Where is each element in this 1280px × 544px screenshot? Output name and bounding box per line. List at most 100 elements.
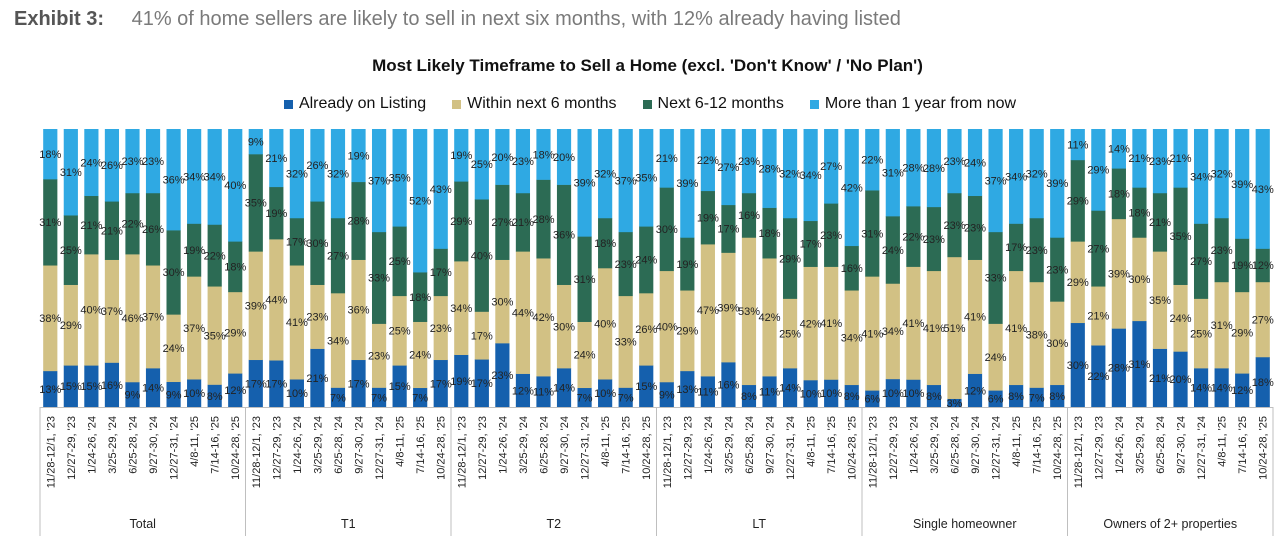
bar-segment-single-homeowner-1-next-6-12m xyxy=(865,190,880,277)
bar-segment-single-homeowner-3-over-1yr xyxy=(906,129,921,207)
data-label: 21% xyxy=(1087,311,1109,323)
data-label: 28% xyxy=(759,163,781,175)
data-label: 14% xyxy=(779,383,801,395)
data-label: 35% xyxy=(1149,295,1171,307)
bar-segment-single-homeowner-1-within-6m xyxy=(865,276,880,391)
bar-segment-lt-2-next-6-12m xyxy=(680,237,695,291)
data-label: 15% xyxy=(635,381,657,393)
x-tick-label: 10/24-28, '25 xyxy=(641,416,653,480)
data-label: 23% xyxy=(368,351,390,363)
data-label: 40% xyxy=(656,321,678,333)
bar-segment-single-homeowner-5-over-1yr xyxy=(947,129,962,194)
data-label: 22% xyxy=(1087,371,1109,383)
bar-segment-single-homeowner-9-next-6-12m xyxy=(1029,217,1044,283)
bar-segment-t1-2-listing xyxy=(269,360,284,408)
x-tick-label: 3/25-29, '24 xyxy=(1134,416,1146,474)
data-label: 10% xyxy=(183,388,205,400)
bar-segment-owners-of-2-properties-3-over-1yr xyxy=(1111,129,1126,169)
bar-segment-t1-8-over-1yr xyxy=(392,129,407,227)
data-label: 12% xyxy=(1252,260,1274,272)
data-label: 19% xyxy=(265,208,287,220)
x-tick-label: 12/27-29, '23 xyxy=(477,416,489,480)
bar-segment-t1-3-within-6m xyxy=(289,265,304,380)
data-label: 30% xyxy=(491,296,513,308)
bar-segment-owners-of-2-properties-2-within-6m xyxy=(1091,286,1106,346)
bar-segment-t1-5-listing xyxy=(330,387,346,408)
data-label: 17% xyxy=(348,378,370,390)
data-label: 41% xyxy=(1005,323,1027,335)
legend-swatch xyxy=(452,99,462,109)
legend-item-already-on-listing: Already on Listing xyxy=(283,95,426,113)
bar-segment-t1-1-within-6m xyxy=(248,251,263,361)
bar-segment-total-8-over-1yr xyxy=(187,129,202,224)
data-label: 26% xyxy=(142,224,164,236)
bar-segment-total-4-next-6-12m xyxy=(104,201,120,260)
data-label: 53% xyxy=(738,306,760,318)
bar-segment-single-homeowner-7-over-1yr xyxy=(988,129,1003,233)
bar-segment-lt-1-listing xyxy=(659,381,674,408)
data-label: 16% xyxy=(101,380,123,392)
data-label: 37% xyxy=(183,323,205,335)
data-label: 23% xyxy=(820,230,842,242)
bar-segment-t1-10-next-6-12m xyxy=(433,248,448,297)
bar-segment-owners-of-2-properties-7-listing xyxy=(1193,368,1209,408)
data-label: 18% xyxy=(1128,207,1150,219)
data-label: 21% xyxy=(656,153,678,165)
data-label: 21% xyxy=(265,153,287,165)
data-label: 52% xyxy=(409,196,431,208)
data-label: 40% xyxy=(224,180,246,192)
bar-segment-t1-6-listing xyxy=(351,359,366,408)
bar-segment-owners-of-2-properties-5-listing xyxy=(1152,348,1168,408)
bar-segment-t1-8-next-6-12m xyxy=(392,226,407,297)
x-tick-label: 3/25-29, '24 xyxy=(107,416,119,474)
bar-segment-total-8-listing xyxy=(187,379,202,408)
data-label: 23% xyxy=(615,259,637,271)
data-label: 23% xyxy=(121,156,143,168)
data-label: 23% xyxy=(306,312,328,324)
data-label: 38% xyxy=(1026,330,1048,342)
bar-segment-owners-of-2-properties-6-over-1yr xyxy=(1173,129,1188,188)
bar-segment-owners-of-2-properties-9-listing xyxy=(1235,373,1250,408)
x-tick-label: 12/27-31, '24 xyxy=(991,416,1003,480)
data-label: 17% xyxy=(245,378,267,390)
data-label: 22% xyxy=(121,219,143,231)
exhibit-label: Exhibit 3: xyxy=(14,8,105,30)
bar-segment-owners-of-2-properties-7-within-6m xyxy=(1193,298,1209,369)
data-label: 35% xyxy=(389,173,411,185)
bar-segment-t2-5-next-6-12m xyxy=(536,179,551,259)
bar-segment-single-homeowner-3-within-6m xyxy=(906,266,921,380)
data-label: 31% xyxy=(574,274,596,286)
bar-segment-t1-1-next-6-12m xyxy=(248,154,263,252)
bar-segment-t2-10-within-6m xyxy=(639,293,654,366)
data-label: 18% xyxy=(409,292,431,304)
bar-segment-total-5-over-1yr xyxy=(125,129,140,194)
bar-segment-t1-7-over-1yr xyxy=(371,129,387,233)
data-label: 14% xyxy=(1211,383,1233,395)
bar-segment-owners-of-2-properties-5-over-1yr xyxy=(1152,129,1168,194)
bar-segment-single-homeowner-9-within-6m xyxy=(1029,281,1044,388)
data-label: 19% xyxy=(1231,260,1253,272)
bar-segment-t2-3-over-1yr xyxy=(495,129,510,185)
legend-swatch xyxy=(642,99,652,109)
bar-segment-total-6-listing xyxy=(145,368,161,408)
bar-segment-lt-4-next-6-12m xyxy=(721,204,736,253)
data-label: 29% xyxy=(779,253,801,265)
data-label: 30% xyxy=(163,267,185,279)
x-tick-label: 4/8-11, '25 xyxy=(600,416,612,467)
group-label-single-homeowner: Single homeowner xyxy=(913,517,1017,531)
data-label: 19% xyxy=(697,212,719,224)
data-label: 10% xyxy=(902,388,924,400)
data-label: 35% xyxy=(635,173,657,185)
data-label: 34% xyxy=(800,170,822,182)
bar-segment-t1-2-within-6m xyxy=(269,239,284,361)
bar-segment-total-9-next-6-12m xyxy=(207,224,222,287)
data-label: 10% xyxy=(800,389,822,401)
bar-segment-lt-10-next-6-12m xyxy=(844,245,859,291)
bar-segment-total-2-listing xyxy=(63,365,78,408)
data-label: 30% xyxy=(656,224,678,236)
bar-segment-total-9-over-1yr xyxy=(207,129,222,225)
bar-segment-t2-2-listing xyxy=(474,359,489,408)
bar-segment-single-homeowner-6-listing xyxy=(967,373,983,408)
bar-segment-lt-8-over-1yr xyxy=(803,129,818,222)
bar-segment-owners-of-2-properties-1-within-6m xyxy=(1070,241,1085,324)
